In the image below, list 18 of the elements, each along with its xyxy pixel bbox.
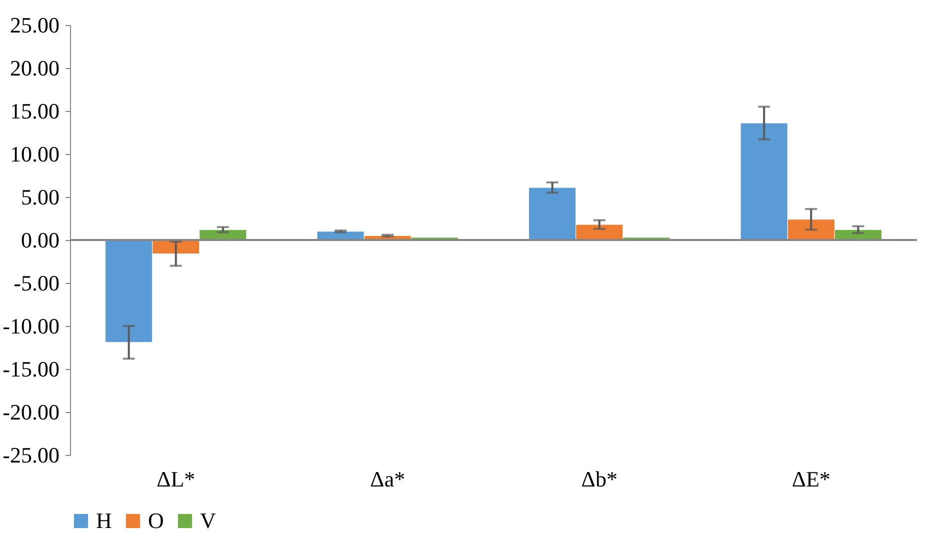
y-tick-label: -10.00 <box>2 314 60 338</box>
y-tick-label: 15.00 <box>10 98 60 124</box>
legend-label: H <box>96 508 112 533</box>
y-tick-label: -15.00 <box>2 356 60 382</box>
x-tick-label: Δa* <box>370 466 406 492</box>
y-tick-label: -5.00 <box>14 270 60 296</box>
legend-label: V <box>200 508 216 533</box>
x-tick-label: Δb* <box>581 466 618 492</box>
x-tick-label: ΔE* <box>792 466 830 492</box>
y-tick-label: -25.00 <box>2 442 60 468</box>
x-tick-label: ΔL* <box>156 466 196 492</box>
legend-label: O <box>148 508 164 533</box>
y-tick-label: -20.00 <box>2 400 60 424</box>
y-tick-label: 25.00 <box>10 12 60 38</box>
y-tick-label: 20.00 <box>10 56 60 80</box>
y-tick-label: 0.00 <box>21 228 60 252</box>
y-tick-label: 5.00 <box>21 184 60 210</box>
y-tick-label: 10.00 <box>10 142 60 166</box>
